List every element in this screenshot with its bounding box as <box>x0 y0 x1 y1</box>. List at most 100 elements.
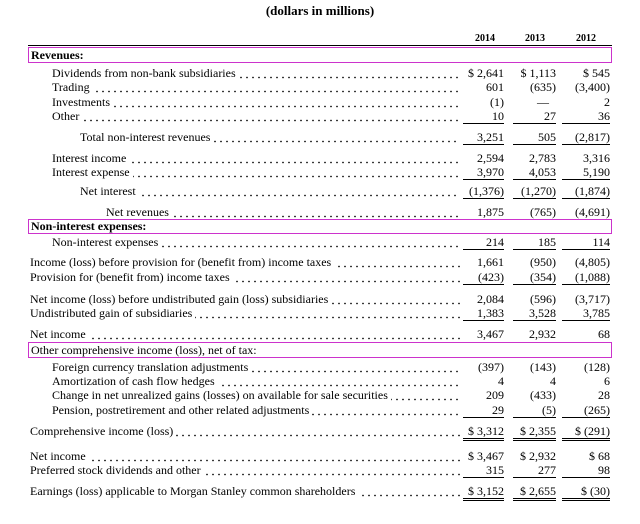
value-2012: 3,316 <box>583 151 610 165</box>
caption-text: (dollars in millions) <box>265 3 375 18</box>
row-label: Earnings (loss) applicable to Morgan Sta… <box>30 484 460 498</box>
value-2014: 1,661 <box>477 255 504 269</box>
value-2012: (4,805) <box>575 255 610 269</box>
table-top-rule <box>28 45 612 46</box>
table-row: Preferred stock dividends and other 315 … <box>0 463 640 478</box>
section-revenues-label: Revenues: <box>31 48 84 62</box>
row-label: Change in net unrealized gains (losses) … <box>52 388 460 402</box>
row-label: Dividends from non-bank subsidiaries <box>52 66 460 80</box>
table-row: Foreign currency translation adjustments… <box>0 360 640 374</box>
row-label: Preferred stock dividends and other <box>30 463 460 477</box>
value-2012: 3,785 <box>562 306 610 321</box>
row-label: Comprehensive income (loss) <box>30 424 460 438</box>
row-label: Foreign currency translation adjustments <box>52 360 460 374</box>
value-2012: $ (291) <box>562 424 610 441</box>
value-2012: 98 <box>562 463 610 478</box>
value-2013: (433) <box>530 388 556 402</box>
table-row: Interest income 2,594 2,783 3,316 <box>0 151 640 165</box>
section-non-interest-expenses-label: Non-interest expenses: <box>31 219 147 233</box>
value-2013: 2,783 <box>529 151 556 165</box>
value-2012: 114 <box>562 235 610 250</box>
value-2013: (635) <box>530 80 556 94</box>
row-label: Net revenues <box>106 205 460 219</box>
section-oci: Other comprehensive income (loss), net o… <box>28 342 612 358</box>
table-row: Dividends from non-bank subsidiaries $ 2… <box>0 66 640 80</box>
value-2012: $ 545 <box>583 66 610 80</box>
table-row: Income (loss) before provision for (bene… <box>0 255 640 269</box>
value-2013: 4 <box>550 374 556 388</box>
value-2012: 5,190 <box>562 165 610 180</box>
value-2012: (4,691) <box>575 205 610 219</box>
table-row: Net interest (1,376) (1,270) (1,874) <box>0 184 640 199</box>
value-2013: 277 <box>513 463 556 478</box>
value-2013: $ 2,355 <box>513 424 556 441</box>
row-label: Net interest <box>80 184 460 198</box>
value-2013: $ 1,113 <box>520 66 556 80</box>
value-2013: 27 <box>513 109 556 124</box>
value-2012: 68 <box>598 327 610 341</box>
value-2012: (2,817) <box>562 130 610 145</box>
table-row: Net income (loss) before undistributed g… <box>0 292 640 306</box>
value-2012: (1,874) <box>562 184 610 199</box>
value-2013: 4,053 <box>513 165 556 180</box>
section-oci-label: Other comprehensive income (loss), net o… <box>31 343 257 357</box>
value-2013: (5) <box>513 403 556 418</box>
value-2014: $ 2,641 <box>468 66 504 80</box>
value-2013: 505 <box>513 130 556 145</box>
row-label: Pension, postretirement and other relate… <box>52 403 460 417</box>
value-2013: 3,528 <box>513 306 556 321</box>
value-2014: 214 <box>463 235 504 250</box>
table-row: Net income $ 3,467 $ 2,932 $ 68 <box>0 449 640 463</box>
value-2012: (3,717) <box>575 292 610 306</box>
table-row: Interest expense 3,970 4,053 5,190 <box>0 165 640 180</box>
row-label: Total non-interest revenues <box>80 130 460 144</box>
value-2014: 315 <box>463 463 504 478</box>
value-2014: $ 3,467 <box>468 449 504 463</box>
value-2012: (3,400) <box>575 80 610 94</box>
value-2013: (596) <box>530 292 556 306</box>
row-label: Interest expense <box>52 165 460 179</box>
value-2012: $ 68 <box>589 449 610 463</box>
row-label: Non-interest expenses <box>52 235 460 249</box>
value-2013: 2,932 <box>529 327 556 341</box>
table-row: Investments (1) — 2 <box>0 95 640 109</box>
value-2013: (143) <box>530 360 556 374</box>
value-2014: 601 <box>486 80 504 94</box>
value-2014: 2,594 <box>477 151 504 165</box>
section-non-interest-expenses: Non-interest expenses: <box>28 219 612 234</box>
value-2012: (265) <box>562 403 610 418</box>
value-2014: (423) <box>463 270 504 285</box>
section-revenues: Revenues: <box>28 47 612 63</box>
value-2014: 1,383 <box>463 306 504 321</box>
table-row: Total non-interest revenues 3,251 505 (2… <box>0 130 640 145</box>
value-2013: 185 <box>513 235 556 250</box>
value-2012: 36 <box>562 109 610 124</box>
table-row: Other 10 27 36 <box>0 109 640 124</box>
table-caption: (dollars in millions) <box>0 0 640 22</box>
row-label: Amortization of cash flow hedges <box>52 374 460 388</box>
value-2014: 29 <box>463 403 504 418</box>
value-2014: 209 <box>486 388 504 402</box>
value-2012: 2 <box>604 95 610 109</box>
value-2014: 3,467 <box>477 327 504 341</box>
row-label: Net income <box>30 327 460 341</box>
row-label: Undistributed gain of subsidiaries <box>30 306 460 320</box>
value-2014: (397) <box>478 360 504 374</box>
value-2014: (1,376) <box>463 184 504 199</box>
table-row: Earnings (loss) applicable to Morgan Sta… <box>0 484 640 501</box>
table-row: Comprehensive income (loss) $ 3,312 $ 2,… <box>0 424 640 441</box>
value-2014: 4 <box>498 374 504 388</box>
table-row: Net revenues 1,875 (765) (4,691) <box>0 205 640 219</box>
value-2014: $ 3,312 <box>463 424 504 441</box>
table-row: Provision for (benefit from) income taxe… <box>0 270 640 285</box>
table-row: Undistributed gain of subsidiaries 1,383… <box>0 306 640 321</box>
table-row: Net income 3,467 2,932 68 <box>0 327 640 341</box>
value-2013: (354) <box>513 270 556 285</box>
value-2014: 2,084 <box>477 292 504 306</box>
row-label: Interest income <box>52 151 460 165</box>
value-2013: — <box>537 95 549 109</box>
table-row: Trading 601 (635) (3,400) <box>0 80 640 94</box>
table-row: Change in net unrealized gains (losses) … <box>0 388 640 402</box>
table-row: Non-interest expenses 214 185 114 <box>0 235 640 250</box>
value-2013: (1,270) <box>513 184 556 199</box>
